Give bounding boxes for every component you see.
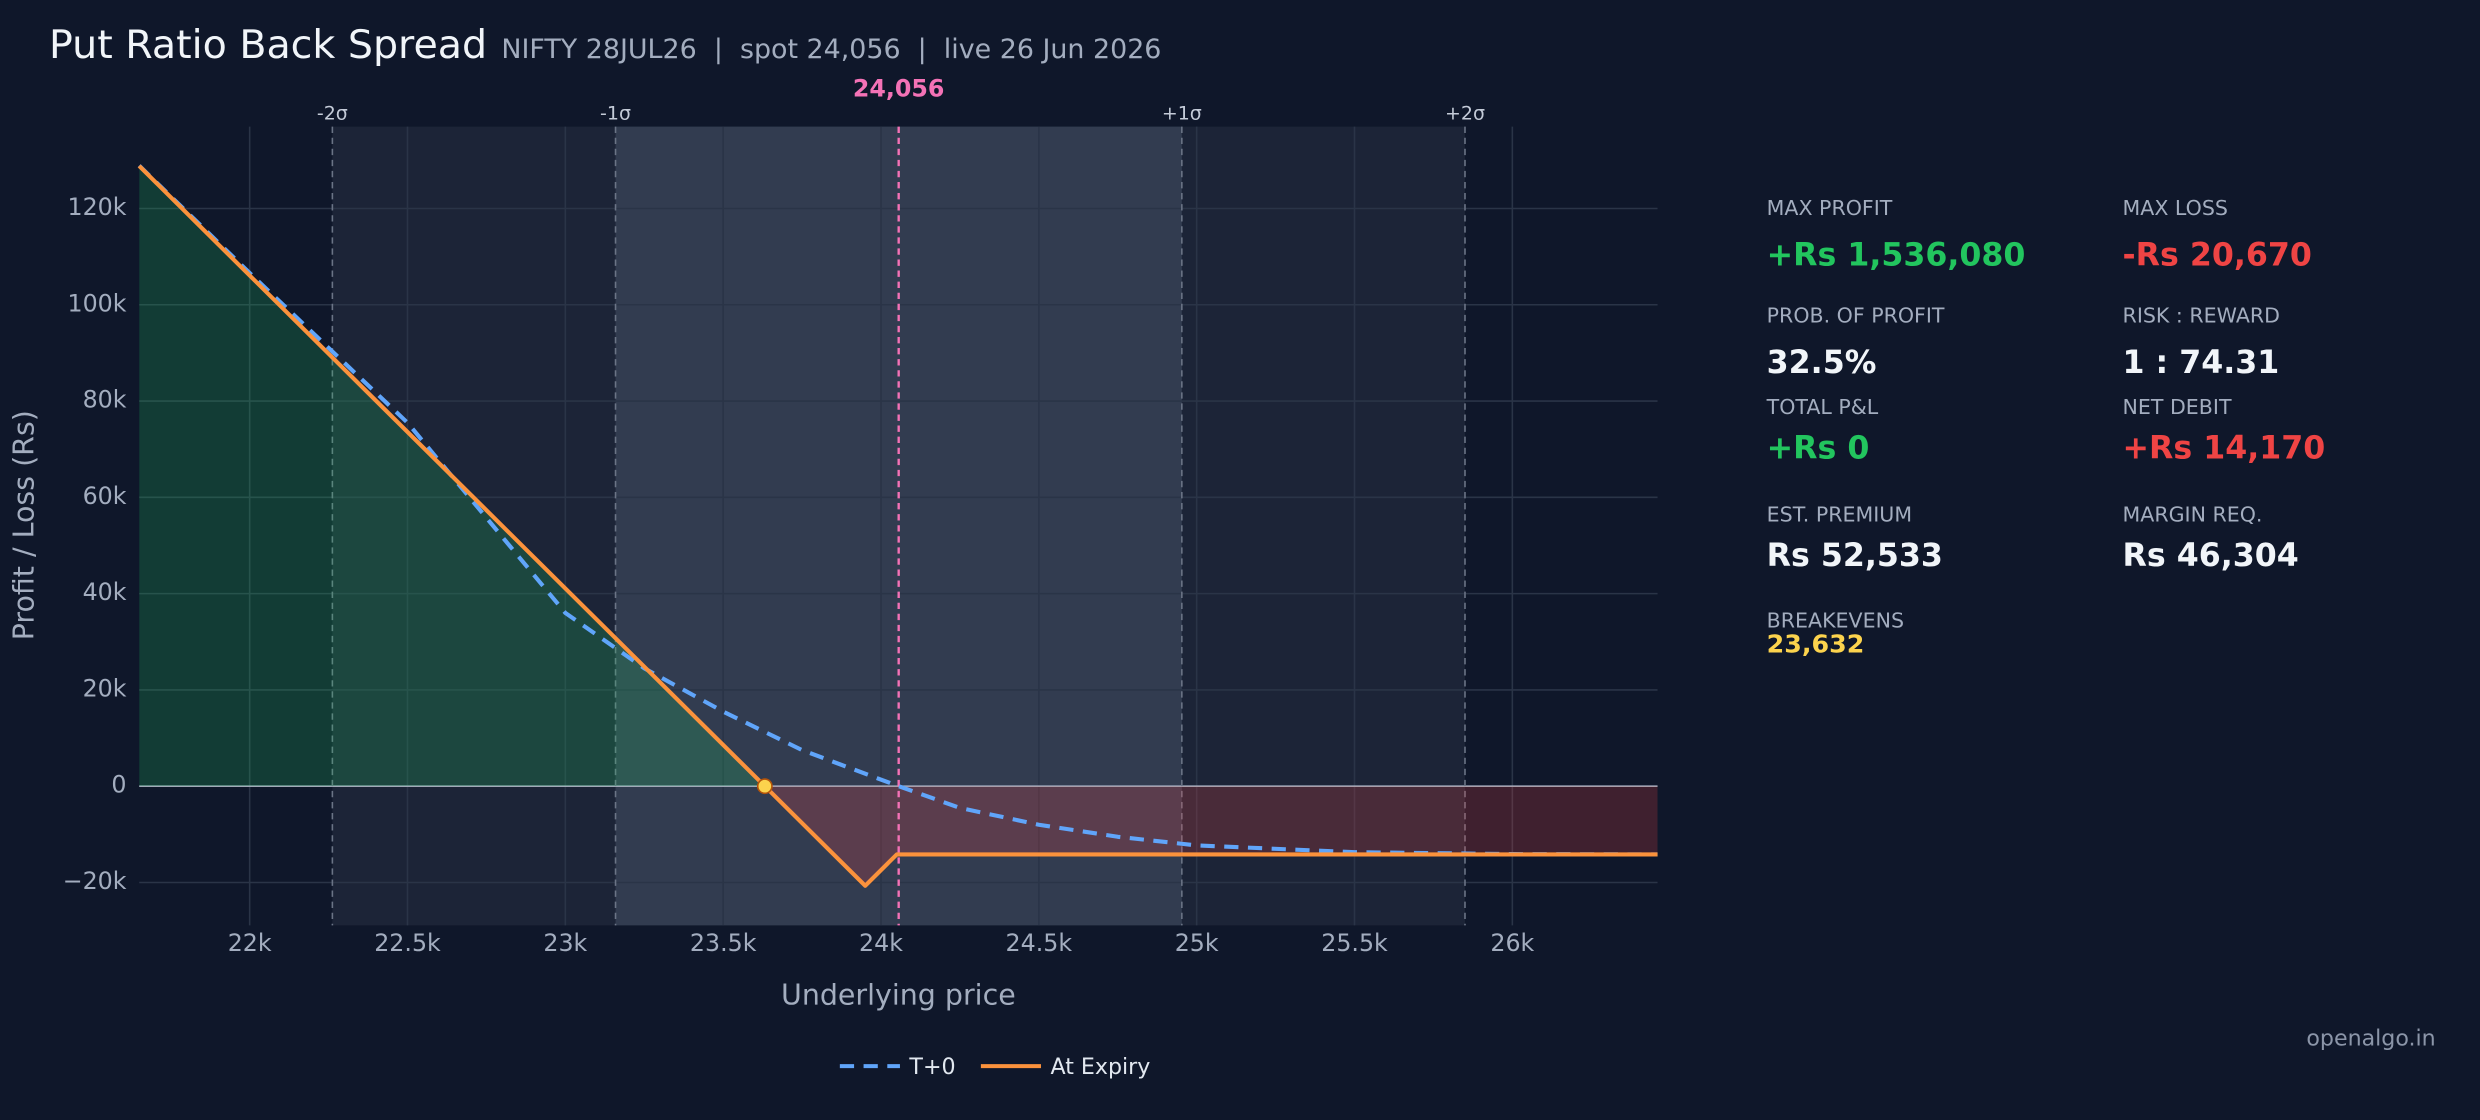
stat-label: EST. PREMIUM (1767, 503, 1912, 527)
stat-value: +Rs 14,170 (2123, 430, 2326, 466)
x-tick-label: 24k (859, 929, 903, 957)
x-tick-label: 26k (1490, 929, 1534, 957)
stat-label: MAX PROFIT (1767, 196, 1893, 220)
breakeven-marker (756, 778, 773, 795)
stat-label: MARGIN REQ. (2123, 503, 2263, 527)
y-tick-label: 0 (111, 771, 126, 799)
y-tick-label: 60k (83, 482, 127, 510)
stat-value: 1 : 74.31 (2123, 345, 2280, 381)
y-tick-label: 20k (83, 674, 127, 702)
legend-label: At Expiry (1050, 1054, 1150, 1080)
stat-label: MAX LOSS (2123, 196, 2228, 220)
chart-title: Put Ratio Back Spread (49, 22, 487, 68)
footer: openalgo.in (2306, 1026, 2435, 1052)
stat-label: RISK : REWARD (2123, 303, 2280, 327)
sigma-label: -1σ (600, 102, 631, 124)
y-tick-label: 40k (83, 578, 127, 606)
sigma-label: +1σ (1162, 102, 1202, 124)
x-tick-label: 23k (543, 929, 587, 957)
y-tick-label: −20k (63, 867, 127, 895)
x-tick-label: 23.5k (690, 929, 757, 957)
x-tick-label: 22k (228, 929, 272, 957)
x-tick-label: 22.5k (374, 929, 441, 957)
stat-value: Rs 46,304 (2123, 538, 2299, 574)
legend-label: T+0 (908, 1054, 955, 1080)
y-tick-label: 100k (68, 289, 127, 317)
stat-label: BREAKEVENS (1767, 609, 1904, 633)
stat-label: PROB. OF PROFIT (1767, 303, 1945, 327)
stat-value: Rs 52,533 (1767, 538, 1943, 574)
chart-subtitle: NIFTY 28JUL26 | spot 24,056 | live 26 Ju… (501, 34, 1161, 65)
loss-area (764, 786, 1658, 886)
x-tick-label: 25.5k (1321, 929, 1388, 957)
x-axis-label: Underlying price (781, 979, 1016, 1012)
stat-value: 23,632 (1767, 629, 1865, 658)
stat-label: NET DEBIT (2123, 395, 2232, 419)
stat-value: -Rs 20,670 (2123, 237, 2312, 273)
y-axis-label: Profit / Loss (Rs) (7, 410, 40, 640)
y-tick-label: 120k (68, 193, 127, 221)
series-line (137, 164, 1658, 888)
stat-value: +Rs 1,536,080 (1767, 237, 2026, 273)
x-tick-label: 24.5k (1006, 929, 1073, 957)
spot-label: 24,056 (853, 75, 945, 103)
sigma-label: +2σ (1445, 102, 1485, 124)
stat-value: +Rs 0 (1767, 430, 1870, 466)
stat-value: 32.5% (1767, 345, 1877, 381)
profit-area (139, 165, 1658, 787)
sigma-label: -2σ (317, 102, 348, 124)
y-tick-label: 80k (83, 386, 127, 414)
x-tick-label: 25k (1175, 929, 1219, 957)
stat-label: TOTAL P&L (1766, 395, 1879, 419)
